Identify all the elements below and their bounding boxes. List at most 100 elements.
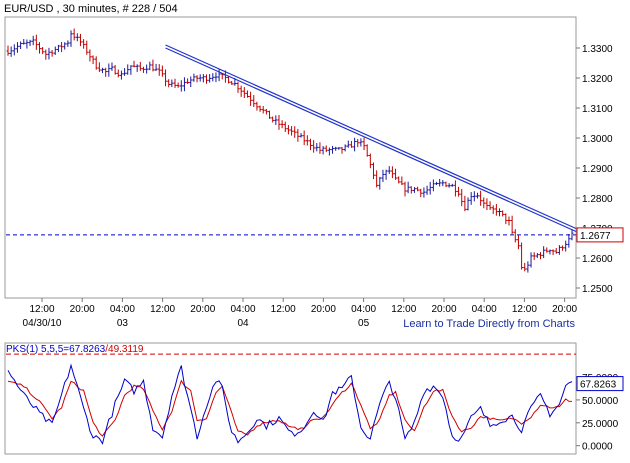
oscillator-tick-label: 0.0000 [582,442,613,453]
price-bar [274,115,278,125]
price-bar [299,133,303,138]
price-bar [132,60,136,68]
price-bar [554,247,558,254]
price-bar [15,42,19,53]
price-bar [340,146,344,154]
price-bar [545,247,549,253]
price-bar [258,105,262,112]
time-tick-label: 12:00 [150,304,175,315]
price-bar [520,242,524,270]
price-bar [570,228,574,241]
price-tick-label: 1.3000 [582,134,613,145]
price-bar [60,41,64,53]
price-bar [6,45,10,56]
price-bar [359,138,363,147]
learn-to-trade-link[interactable]: Learn to Trade Directly from Charts [403,318,575,330]
price-bar [280,120,284,129]
price-bar [551,249,555,256]
time-tick-label: 04:00 [472,304,497,315]
time-tick-label: 20:00 [190,304,215,315]
price-bar [94,56,98,70]
price-bar [217,68,221,82]
chart-title: EUR/USD , 30 minutes, # 228 / 504 [4,3,178,15]
price-bar [126,64,130,75]
price-bar [230,80,234,85]
price-bar [283,121,287,133]
price-bar [28,39,32,46]
time-axis: 12:00 20:00 04:00 12:00 20:00 04:00 12:00 20:00… [23,298,578,329]
price-bar [25,39,29,49]
price-bar [107,63,111,77]
price-bar [34,34,38,50]
price-bar [324,145,328,153]
price-bar [293,126,297,138]
price-bar [239,85,243,97]
price-bar [160,65,164,77]
price-bar [532,252,536,260]
price-bar [397,176,401,184]
price-tick-label: 1.3100 [582,104,613,115]
oscillator-legend: PKS(1) 5,5,5=67.8263/49.3119 [6,344,144,355]
price-bar [564,240,568,252]
date-label: 05 [358,318,370,329]
price-bar [542,246,546,259]
price-bar [425,185,429,195]
price-bar [353,137,357,152]
current-price-label: 1.2677 [580,231,611,242]
price-bar [268,110,272,119]
price-bar [561,245,565,251]
date-label: 03 [117,318,129,329]
oscillator-tick-label: 50.0000 [582,396,619,407]
price-bar [419,188,423,198]
price-bar [198,74,202,82]
price-bar [378,176,382,190]
price-bar [438,178,442,187]
price-bar [504,213,508,225]
price-bar [406,181,410,194]
date-label: 04/30/10 [23,318,62,329]
price-bar [441,180,445,187]
time-tick-label: 12:00 [271,304,296,315]
time-tick-label: 12:00 [512,304,537,315]
price-bar [416,186,420,192]
price-tick-label: 1.2800 [582,194,613,205]
price-bar [513,229,517,243]
price-bar [205,74,209,84]
price-bar [312,140,316,153]
price-bar [305,135,309,146]
price-bar [53,46,57,55]
price-bar [485,198,489,211]
time-tick-label: 12:00 [29,304,54,315]
oscillator-k-line [7,363,573,445]
price-bar [362,137,366,151]
price-bar [390,166,394,179]
price-bar [334,146,338,151]
price-bars [6,28,577,273]
price-bar [290,126,294,136]
price-bar [38,42,42,54]
price-bar [154,63,158,71]
price-bar [82,39,86,49]
oscillator-legend-k: 67.8263 [69,344,106,355]
price-bar [242,87,246,98]
price-bar [494,204,498,216]
price-bar [491,205,495,215]
price-bar [157,64,161,76]
price-bar [315,143,319,152]
price-bar [211,73,215,82]
price-bar [145,64,149,74]
price-bar [97,62,101,72]
price-bar [91,55,95,65]
price-bar [381,169,385,183]
oscillator-d-line [7,379,573,437]
price-bar [41,46,45,55]
price-bar [50,50,54,57]
price-bar [176,82,180,88]
price-tick-label: 1.3300 [582,44,613,55]
price-tick-label: 1.3200 [582,74,613,85]
price-bar [535,252,539,258]
price-bar [47,47,51,60]
price-panel-frame [4,16,577,299]
price-bar [538,252,542,260]
